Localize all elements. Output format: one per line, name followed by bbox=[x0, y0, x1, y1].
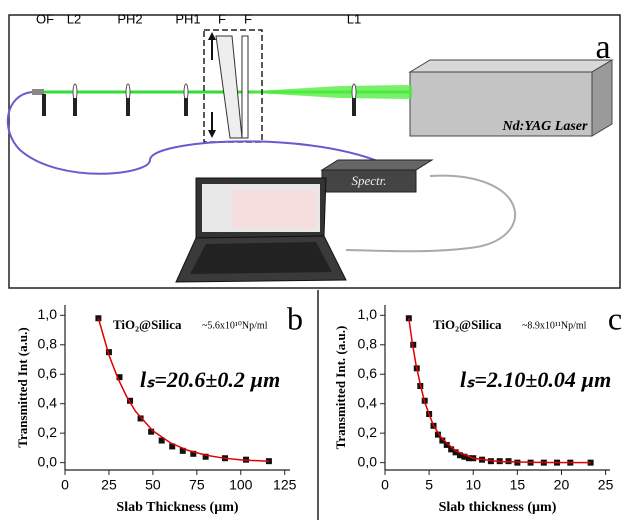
x-tick-label: 50 bbox=[145, 477, 161, 493]
data-point bbox=[179, 447, 186, 454]
x-tick-label: 10 bbox=[465, 477, 481, 493]
x-tick-label: 25 bbox=[101, 477, 117, 493]
x-tick-label: 125 bbox=[273, 477, 297, 493]
data-point bbox=[127, 397, 134, 404]
fit-line bbox=[97, 318, 269, 463]
spectrometer bbox=[320, 159, 434, 193]
data-point bbox=[457, 452, 463, 459]
y-tick-label: 0,6 bbox=[38, 365, 58, 381]
data-point bbox=[448, 446, 455, 453]
y-tick-label: 1,0 bbox=[38, 306, 58, 322]
x-axis-label: Slab thickness (µm) bbox=[439, 500, 557, 515]
data-point bbox=[148, 428, 155, 435]
laser-label: Nd:YAG Laser bbox=[502, 119, 588, 134]
x-tick-label: 25 bbox=[598, 477, 614, 493]
data-point bbox=[452, 449, 459, 456]
optics bbox=[32, 83, 357, 116]
data-point bbox=[169, 443, 176, 450]
fiber bbox=[6, 91, 381, 175]
component-label: PH2 bbox=[117, 11, 142, 26]
component-label: PH1 bbox=[175, 11, 200, 26]
laser bbox=[408, 59, 614, 137]
x-tick-label: 100 bbox=[229, 477, 253, 493]
beam bbox=[240, 85, 412, 99]
data-point bbox=[116, 374, 123, 381]
result: lₛ=20.6±0.2 µm bbox=[140, 367, 280, 392]
laptop bbox=[175, 177, 347, 283]
y-tick-label: 0,8 bbox=[358, 335, 378, 351]
y-tick-label: 0,4 bbox=[358, 394, 378, 410]
y-tick-label: 1,0 bbox=[358, 306, 378, 322]
data-point bbox=[465, 455, 472, 462]
y-tick-label: 0,8 bbox=[38, 335, 58, 351]
data-point bbox=[105, 349, 112, 356]
component-label: F bbox=[218, 11, 226, 26]
data-point bbox=[190, 450, 197, 457]
x-tick-label: 75 bbox=[189, 477, 205, 493]
data-point bbox=[461, 453, 468, 460]
y-axis-label: Transmitted Int. (a.u.) bbox=[333, 326, 348, 450]
panel-frame bbox=[8, 14, 621, 289]
component-label: L1 bbox=[347, 11, 361, 26]
y-axis-label: Transmitted Int (a.u.) bbox=[15, 327, 30, 447]
fit-line bbox=[408, 318, 591, 464]
y-tick-label: 0,6 bbox=[358, 365, 378, 381]
y-tick-label: 0,2 bbox=[358, 424, 378, 440]
spectrometer-label: Spectr. bbox=[351, 173, 386, 188]
x-tick-label: 5 bbox=[425, 477, 433, 493]
concentration: ~8.9x10¹¹Np/ml bbox=[522, 320, 587, 331]
x-tick-label: 20 bbox=[554, 477, 570, 493]
fiber bbox=[345, 174, 517, 253]
data-point bbox=[443, 441, 450, 448]
concentration: ~5.6x10¹⁰Np/ml bbox=[202, 320, 268, 331]
result: lₛ=2.10±0.04 µm bbox=[460, 367, 611, 392]
y-tick-label: 0,0 bbox=[38, 453, 58, 469]
y-tick-label: 0,2 bbox=[38, 424, 58, 440]
x-tick-label: 15 bbox=[510, 477, 526, 493]
compound: TiO₂@Silica bbox=[113, 317, 182, 332]
data-point bbox=[158, 437, 165, 444]
panel-letter: a bbox=[595, 29, 610, 66]
compound: TiO₂@Silica bbox=[433, 317, 502, 332]
y-tick-label: 0,4 bbox=[38, 394, 58, 410]
data-point bbox=[439, 437, 446, 444]
x-tick-label: 0 bbox=[61, 477, 69, 493]
component-label: F bbox=[244, 11, 252, 26]
panel-letter: c bbox=[608, 300, 622, 336]
component-label: L2 bbox=[67, 11, 81, 26]
panel-letter: b bbox=[287, 300, 303, 336]
data-point bbox=[137, 415, 144, 422]
component-label: OF bbox=[36, 11, 54, 26]
x-axis-label: Slab Thickness (µm) bbox=[116, 500, 239, 515]
cuvette bbox=[203, 29, 263, 143]
x-tick-label: 0 bbox=[381, 477, 389, 493]
data-point bbox=[434, 431, 441, 438]
y-tick-label: 0,0 bbox=[358, 453, 378, 469]
data-point bbox=[202, 453, 209, 460]
